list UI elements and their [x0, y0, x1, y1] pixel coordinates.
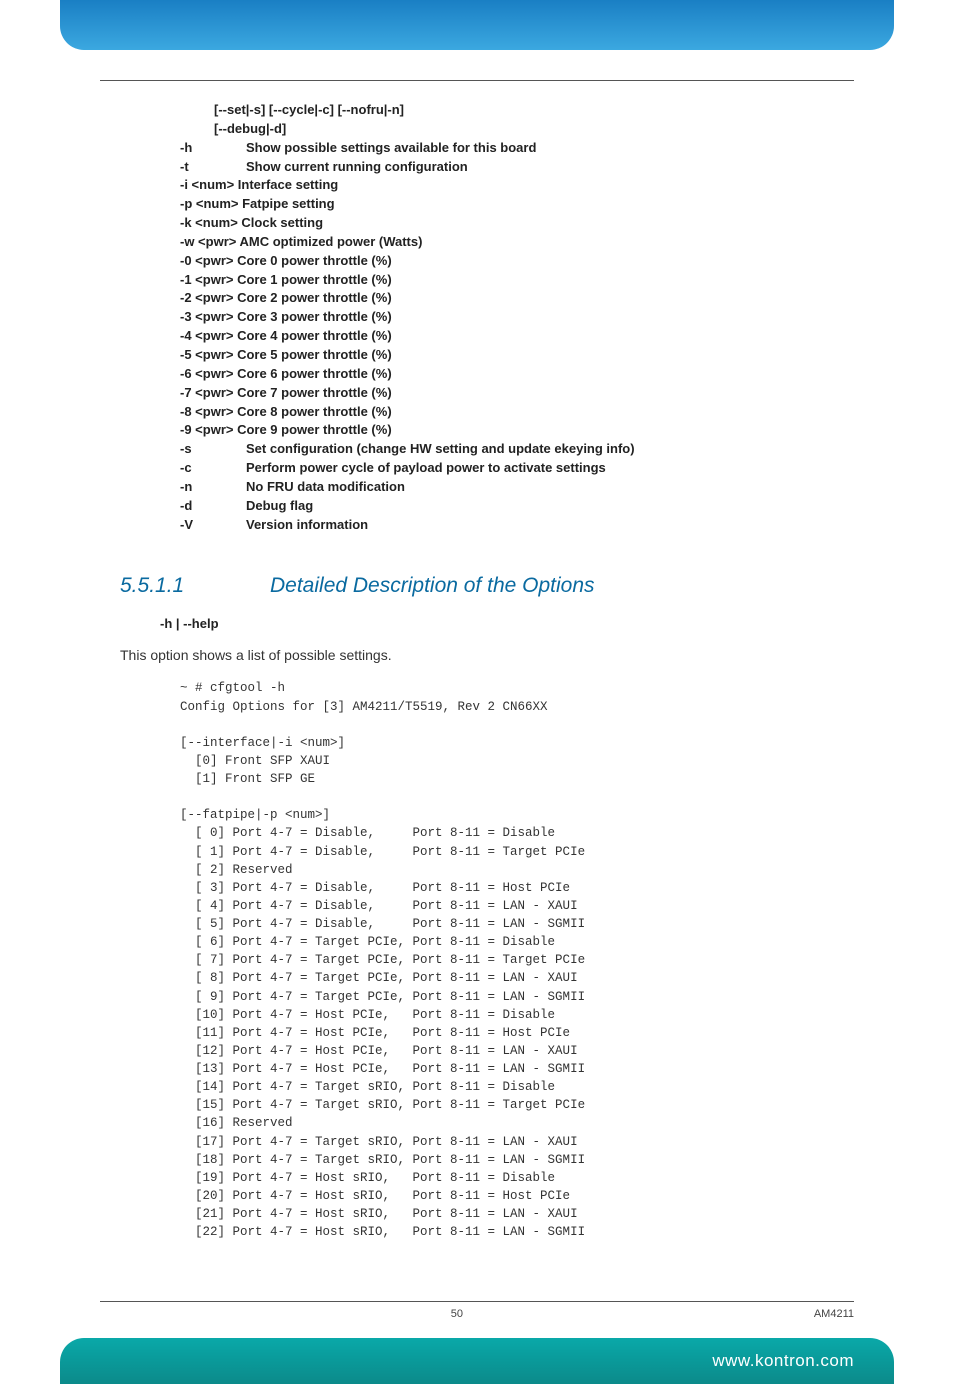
option-row: -sSet configuration (change HW setting a… [180, 440, 834, 459]
page-footer: 50 AM4211 [100, 1301, 854, 1320]
option-row: [--set|-s] [--cycle|-c] [--nofru|-n] [180, 101, 834, 120]
option-row: -k <num> Clock setting [180, 214, 834, 233]
option-text: -4 <pwr> Core 4 power throttle (%) [180, 327, 392, 346]
option-desc: No FRU data modification [246, 478, 405, 497]
option-flag: -n [180, 478, 246, 497]
option-desc: Version information [246, 516, 368, 535]
option-row: -9 <pwr> Core 9 power throttle (%) [180, 421, 834, 440]
option-desc: Show possible settings available for thi… [246, 139, 536, 158]
bottom-banner: www.kontron.com [60, 1338, 894, 1384]
option-flag: -c [180, 459, 246, 478]
option-desc: Set configuration (change HW setting and… [246, 440, 635, 459]
option-row: -w <pwr> AMC optimized power (Watts) [180, 233, 834, 252]
divider-top [100, 80, 854, 81]
option-row: -cPerform power cycle of payload power t… [180, 459, 834, 478]
option-row: -4 <pwr> Core 4 power throttle (%) [180, 327, 834, 346]
option-flag: -d [180, 497, 246, 516]
option-text: -5 <pwr> Core 5 power throttle (%) [180, 346, 392, 365]
top-banner [60, 0, 894, 50]
option-text: -3 <pwr> Core 3 power throttle (%) [180, 308, 392, 327]
option-desc: Perform power cycle of payload power to … [246, 459, 606, 478]
page-number: 50 [100, 1308, 814, 1320]
option-text: -6 <pwr> Core 6 power throttle (%) [180, 365, 392, 384]
section-heading: 5.5.1.1 Detailed Description of the Opti… [120, 574, 834, 598]
option-row: -tShow current running configuration [180, 158, 834, 177]
option-flag: -h [180, 139, 246, 158]
option-row: -7 <pwr> Core 7 power throttle (%) [180, 384, 834, 403]
option-row: -p <num> Fatpipe setting [180, 195, 834, 214]
option-row: -dDebug flag [180, 497, 834, 516]
option-text: -9 <pwr> Core 9 power throttle (%) [180, 421, 392, 440]
page-content: [--set|-s] [--cycle|-c] [--nofru|-n][--d… [0, 101, 954, 1271]
option-row: -nNo FRU data modification [180, 478, 834, 497]
footer-url: www.kontron.com [712, 1351, 854, 1371]
option-desc: Debug flag [246, 497, 313, 516]
option-row: [--debug|-d] [180, 120, 834, 139]
option-text: -8 <pwr> Core 8 power throttle (%) [180, 403, 392, 422]
option-row: -2 <pwr> Core 2 power throttle (%) [180, 289, 834, 308]
options-list: [--set|-s] [--cycle|-c] [--nofru|-n][--d… [180, 101, 834, 534]
option-subhead: -h | --help [160, 616, 834, 631]
option-row: -8 <pwr> Core 8 power throttle (%) [180, 403, 834, 422]
option-row: -0 <pwr> Core 0 power throttle (%) [180, 252, 834, 271]
section-number: 5.5.1.1 [120, 574, 270, 598]
section-title: Detailed Description of the Options [270, 574, 595, 598]
option-flag: -t [180, 158, 246, 177]
option-text: -2 <pwr> Core 2 power throttle (%) [180, 289, 392, 308]
option-row: -hShow possible settings available for t… [180, 139, 834, 158]
option-text: -0 <pwr> Core 0 power throttle (%) [180, 252, 392, 271]
option-text: [--set|-s] [--cycle|-c] [--nofru|-n] [214, 101, 404, 120]
option-text: -w <pwr> AMC optimized power (Watts) [180, 233, 422, 252]
option-text: -p <num> Fatpipe setting [180, 195, 335, 214]
footer-doc-id: AM4211 [814, 1308, 854, 1320]
option-text: -1 <pwr> Core 1 power throttle (%) [180, 271, 392, 290]
option-text: -k <num> Clock setting [180, 214, 323, 233]
option-desc: Show current running configuration [246, 158, 468, 177]
option-row: -i <num> Interface setting [180, 176, 834, 195]
option-row: -6 <pwr> Core 6 power throttle (%) [180, 365, 834, 384]
code-block: ~ # cfgtool -h Config Options for [3] AM… [180, 679, 834, 1241]
option-text: -7 <pwr> Core 7 power throttle (%) [180, 384, 392, 403]
option-row: -3 <pwr> Core 3 power throttle (%) [180, 308, 834, 327]
option-flag: -s [180, 440, 246, 459]
option-flag: -V [180, 516, 246, 535]
option-row: -1 <pwr> Core 1 power throttle (%) [180, 271, 834, 290]
body-text: This option shows a list of possible set… [120, 647, 834, 663]
option-row: -VVersion information [180, 516, 834, 535]
option-text: [--debug|-d] [214, 120, 286, 139]
option-text: -i <num> Interface setting [180, 176, 338, 195]
option-row: -5 <pwr> Core 5 power throttle (%) [180, 346, 834, 365]
